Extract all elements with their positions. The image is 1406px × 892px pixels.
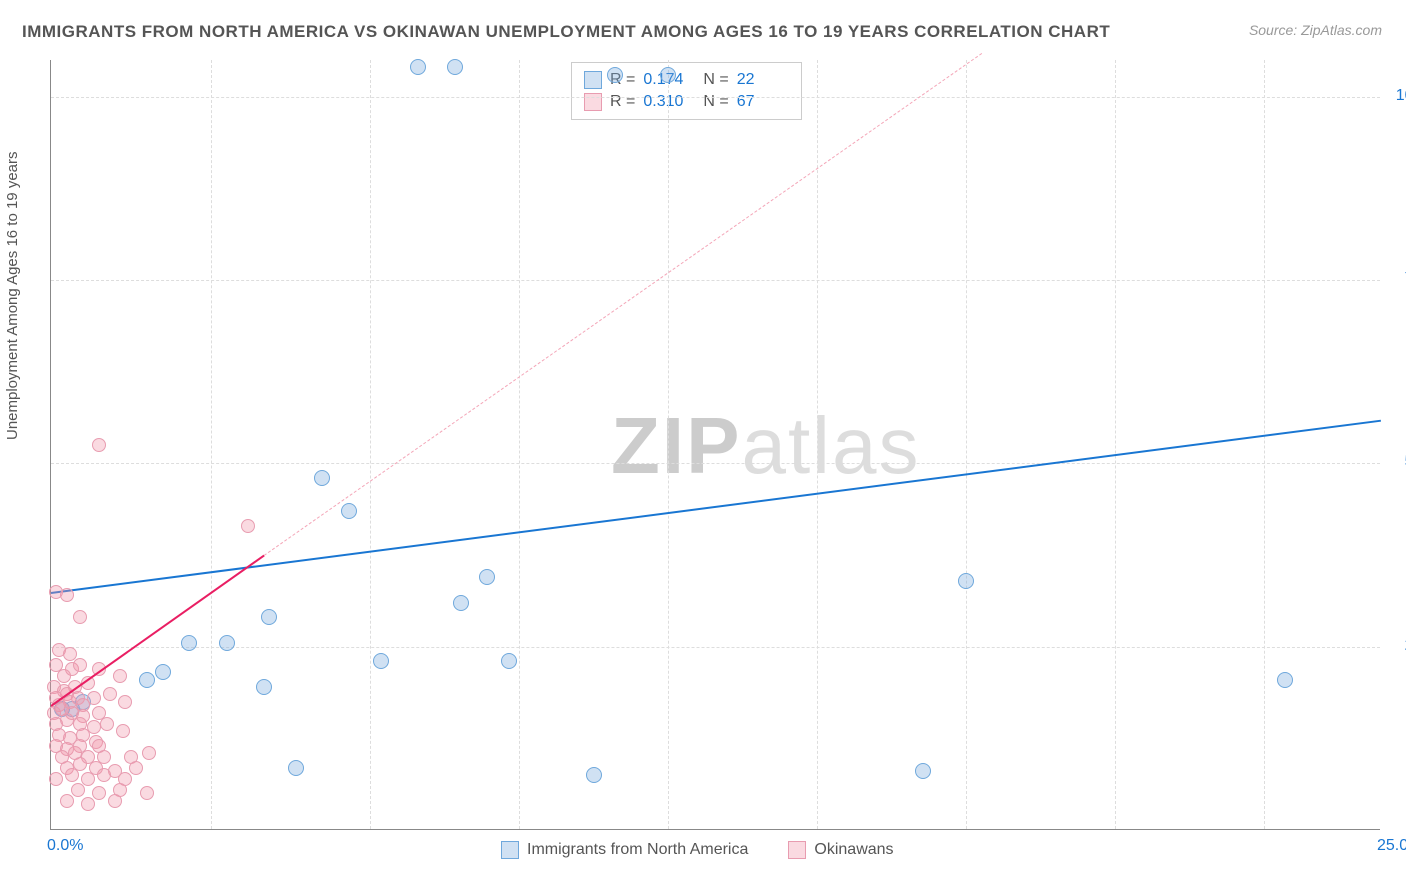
gridline-v: [966, 60, 967, 829]
data-point: [113, 669, 127, 683]
gridline-v: [370, 60, 371, 829]
data-point: [92, 786, 106, 800]
data-point: [915, 763, 931, 779]
gridline-h: [51, 97, 1380, 98]
legend-n-label: N =: [703, 71, 728, 89]
data-point: [410, 59, 426, 75]
data-point: [140, 786, 154, 800]
data-point: [453, 595, 469, 611]
watermark: ZIPatlas: [611, 400, 920, 492]
legend-swatch: [788, 841, 806, 859]
gridline-v: [211, 60, 212, 829]
y-tick-label: 25.0%: [1390, 637, 1406, 655]
gridline-v: [817, 60, 818, 829]
legend-item: Okinawans: [788, 841, 893, 859]
trend-line: [264, 53, 983, 556]
data-point: [60, 588, 74, 602]
data-point: [97, 768, 111, 782]
source-label: Source: ZipAtlas.com: [1249, 22, 1382, 38]
series-legend: Immigrants from North America Okinawans: [501, 841, 894, 859]
x-tick-label: 0.0%: [47, 837, 83, 855]
data-point: [103, 687, 117, 701]
data-point: [73, 610, 87, 624]
data-point: [660, 67, 676, 83]
data-point: [65, 768, 79, 782]
data-point: [341, 503, 357, 519]
data-point: [116, 724, 130, 738]
y-tick-label: 100.0%: [1390, 87, 1406, 105]
data-point: [129, 761, 143, 775]
correlation-legend: R =0.174N =22R =0.310N =67: [571, 62, 802, 120]
legend-label: Immigrants from North America: [527, 841, 748, 859]
data-point: [49, 772, 63, 786]
chart-plot-area: ZIPatlas R =0.174N =22R =0.310N =67 Immi…: [50, 60, 1380, 830]
data-point: [1277, 672, 1293, 688]
data-point: [501, 653, 517, 669]
data-point: [73, 658, 87, 672]
data-point: [71, 783, 85, 797]
gridline-v: [1115, 60, 1116, 829]
data-point: [219, 635, 235, 651]
legend-swatch: [501, 841, 519, 859]
data-point: [142, 746, 156, 760]
legend-item: Immigrants from North America: [501, 841, 748, 859]
data-point: [181, 635, 197, 651]
data-point: [586, 767, 602, 783]
data-point: [87, 691, 101, 705]
data-point: [241, 519, 255, 533]
data-point: [155, 664, 171, 680]
data-point: [314, 470, 330, 486]
data-point: [81, 797, 95, 811]
data-point: [373, 653, 389, 669]
data-point: [100, 717, 114, 731]
data-point: [60, 713, 74, 727]
chart-title: IMMIGRANTS FROM NORTH AMERICA VS OKINAWA…: [22, 22, 1110, 42]
data-point: [607, 67, 623, 83]
legend-swatch: [584, 71, 602, 89]
data-point: [256, 679, 272, 695]
y-tick-label: 75.0%: [1390, 270, 1406, 288]
legend-n-value: 22: [737, 71, 789, 89]
data-point: [479, 569, 495, 585]
gridline-v: [1264, 60, 1265, 829]
gridline-v: [668, 60, 669, 829]
data-point: [108, 794, 122, 808]
gridline-h: [51, 280, 1380, 281]
data-point: [81, 772, 95, 786]
data-point: [288, 760, 304, 776]
gridline-v: [519, 60, 520, 829]
data-point: [139, 672, 155, 688]
trend-line: [51, 419, 1381, 593]
gridline-h: [51, 647, 1380, 648]
data-point: [447, 59, 463, 75]
x-tick-label: 25.0%: [1377, 837, 1406, 855]
data-point: [118, 695, 132, 709]
y-axis-label: Unemployment Among Ages 16 to 19 years: [4, 151, 21, 440]
legend-row: R =0.310N =67: [584, 91, 789, 113]
legend-label: Okinawans: [814, 841, 893, 859]
data-point: [60, 794, 74, 808]
gridline-h: [51, 463, 1380, 464]
data-point: [261, 609, 277, 625]
y-tick-label: 50.0%: [1390, 453, 1406, 471]
data-point: [958, 573, 974, 589]
data-point: [92, 438, 106, 452]
